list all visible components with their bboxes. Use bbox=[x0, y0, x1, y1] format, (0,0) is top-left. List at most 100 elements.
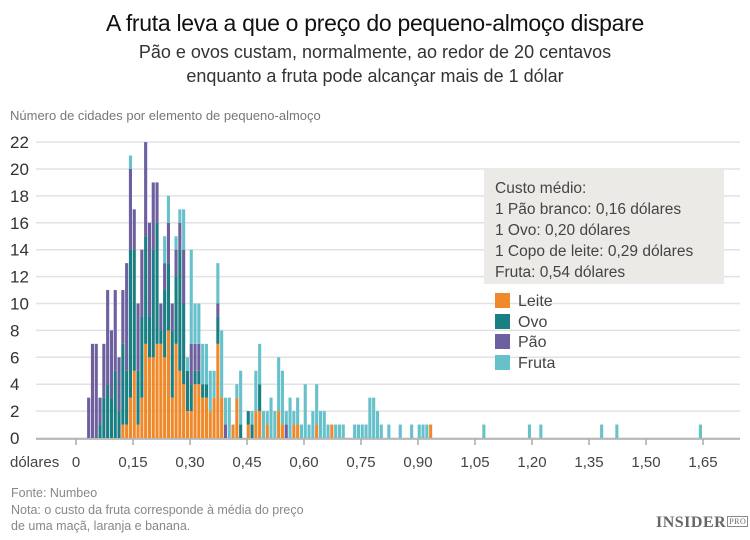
bar-segment-pao bbox=[98, 397, 102, 425]
bar-segment-fruta bbox=[527, 424, 531, 438]
bar-segment-ovo bbox=[185, 370, 189, 412]
bar-segment-fruta bbox=[193, 303, 197, 344]
bar-segment-leite bbox=[330, 424, 334, 438]
bar-segment-fruta bbox=[296, 397, 300, 425]
bar-segment-fruta bbox=[174, 236, 178, 250]
bar-segment-leite bbox=[246, 424, 250, 438]
bar-segment-pao bbox=[140, 249, 144, 317]
bar-segment-ovo bbox=[144, 236, 148, 344]
bar-segment-leite bbox=[258, 411, 262, 438]
bar-segment-fruta bbox=[318, 411, 322, 438]
x-tick-label: 0,30 bbox=[175, 454, 204, 471]
bar-segment-fruta bbox=[185, 357, 189, 371]
bar-segment-leite bbox=[235, 397, 239, 438]
bar-segment-ovo bbox=[197, 370, 201, 385]
y-tick-label: 20 bbox=[10, 160, 29, 179]
bar-segment-fruta bbox=[208, 370, 212, 412]
bar-segment-leite bbox=[280, 424, 284, 438]
annotation-line-milk: 1 Copo de leite: 0,29 dólares bbox=[495, 243, 694, 260]
bar-segment-fruta bbox=[189, 249, 193, 344]
bar-segment-fruta bbox=[360, 424, 364, 438]
bar-segment-leite bbox=[178, 370, 182, 438]
bar-segment-fruta bbox=[163, 236, 167, 264]
bar-segment-fruta bbox=[201, 343, 205, 385]
bar-segment-fruta bbox=[277, 357, 281, 412]
bar-segment-leite bbox=[136, 424, 140, 438]
bar-segment-leite bbox=[277, 411, 281, 438]
bar-segment-pao bbox=[170, 303, 174, 331]
bar-segment-fruta bbox=[303, 384, 307, 438]
bar-segment-fruta bbox=[368, 397, 372, 438]
bar-segment-leite bbox=[159, 343, 163, 438]
y-tick-label: 16 bbox=[10, 214, 29, 233]
bar-segment-ovo bbox=[166, 263, 170, 331]
bar-segment-ovo bbox=[113, 370, 117, 438]
x-tick-label: 1,05 bbox=[460, 454, 489, 471]
bar-segment-fruta bbox=[258, 343, 262, 385]
bar-segment-pao bbox=[182, 249, 186, 304]
bar-segment-leite bbox=[170, 397, 174, 438]
bar-segment-fruta bbox=[212, 370, 216, 398]
bar-segment-fruta bbox=[235, 384, 239, 398]
bar-segment-ovo bbox=[121, 343, 125, 425]
bar-segment-fruta bbox=[417, 424, 421, 438]
bar-segment-fruta bbox=[299, 424, 303, 438]
bar-segment-leite bbox=[197, 384, 201, 438]
bar-segment-pao bbox=[121, 290, 125, 344]
bar-segment-fruta bbox=[239, 370, 243, 425]
bar-segment-pao bbox=[178, 222, 182, 250]
bar-segment-leite bbox=[144, 343, 148, 438]
source-note: Fonte: Numbeo bbox=[11, 486, 98, 500]
bar-segment-leite bbox=[220, 397, 224, 438]
bar-segment-fruta bbox=[482, 424, 486, 438]
y-tick-label: 12 bbox=[10, 268, 29, 287]
bar-segment-pao bbox=[102, 343, 106, 398]
bar-segment-fruta bbox=[292, 411, 296, 425]
bar-segment-fruta bbox=[216, 263, 220, 304]
bar-segment-ovo bbox=[140, 316, 144, 398]
bar-segment-ovo bbox=[163, 290, 167, 358]
bar-segment-leite bbox=[151, 357, 155, 438]
bar-segment-leite bbox=[216, 343, 220, 438]
bar-segment-pao bbox=[163, 263, 167, 291]
bar-segment-pao bbox=[144, 142, 148, 237]
x-axis-unit-label: dólares bbox=[10, 454, 59, 471]
bar-segment-fruta bbox=[315, 384, 319, 425]
bar-segment-ovo bbox=[258, 384, 262, 412]
average-cost-annotation: Custo médio: 1 Pão branco: 0,16 dólares … bbox=[484, 170, 724, 284]
y-tick-label: 14 bbox=[10, 241, 29, 260]
bar-segment-fruta bbox=[334, 424, 338, 438]
bar-segment-fruta bbox=[250, 411, 254, 425]
bar-segment-fruta bbox=[341, 424, 345, 438]
bar-segment-leite bbox=[155, 343, 159, 438]
bar-segment-fruta bbox=[197, 303, 201, 344]
bar-segment-ovo bbox=[106, 384, 110, 438]
bar-segment-leite bbox=[193, 384, 197, 438]
bar-segment-fruta bbox=[178, 209, 182, 223]
bar-segment-ovo bbox=[128, 249, 132, 398]
bar-segment-leite bbox=[265, 424, 269, 438]
footnote-line-2: de uma maçã, laranja e banana. bbox=[11, 519, 191, 533]
bar-segment-fruta bbox=[375, 411, 379, 438]
bar-segment-pao bbox=[159, 303, 163, 331]
bar-segment-fruta bbox=[284, 411, 288, 425]
bar-segment-fruta bbox=[337, 424, 341, 438]
bar-segment-pao bbox=[147, 222, 151, 317]
bar-segment-ovo bbox=[216, 316, 220, 344]
bar-segment-fruta bbox=[398, 424, 402, 438]
bar-segment-leite bbox=[204, 397, 208, 438]
x-tick-label: 1,50 bbox=[631, 454, 660, 471]
bar-segment-fruta bbox=[227, 397, 231, 438]
annotation-line-fruit: Fruta: 0,54 dólares bbox=[495, 264, 626, 281]
y-tick-label: 8 bbox=[10, 321, 19, 340]
legend-item-ovo: Ovo bbox=[495, 313, 547, 333]
bar-segment-pao bbox=[216, 303, 220, 317]
bar-segment-leite bbox=[189, 411, 193, 438]
y-tick-label: 2 bbox=[10, 402, 19, 421]
bar-segment-pao bbox=[136, 303, 140, 371]
bar-segment-fruta bbox=[261, 411, 265, 438]
bar-segment-ovo bbox=[132, 249, 136, 371]
x-tick-label: 0 bbox=[72, 454, 80, 471]
bar-segment-leite bbox=[166, 330, 170, 438]
